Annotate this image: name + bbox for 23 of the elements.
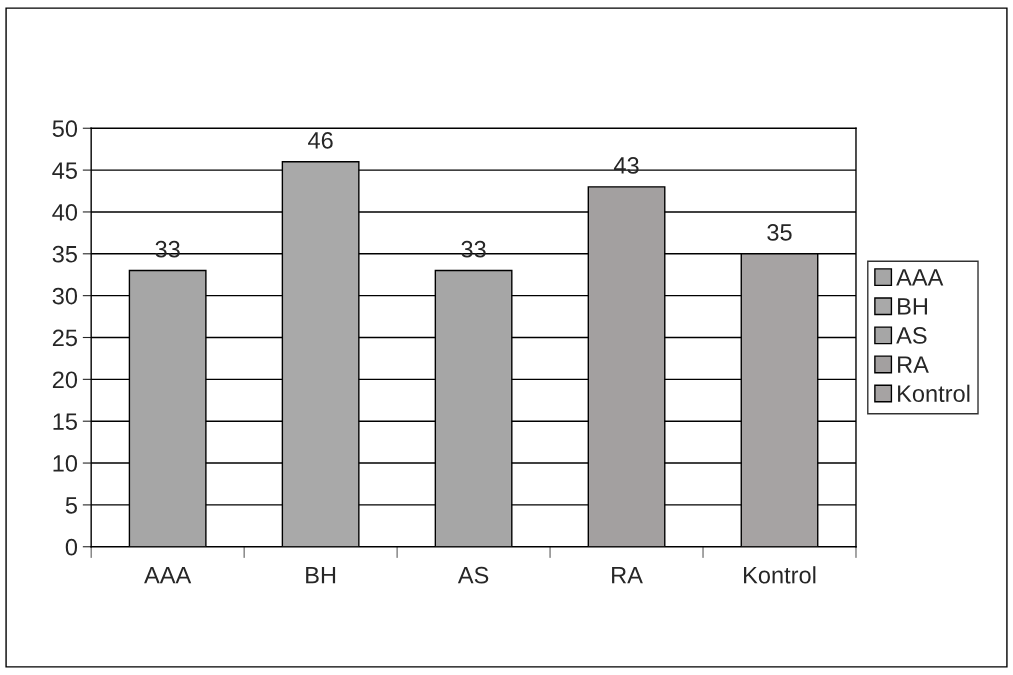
- data-label: 46: [308, 132, 333, 149]
- legend-label: AAA: [896, 269, 944, 286]
- y-tick-label: 40: [52, 204, 78, 221]
- x-tick-label: AAA: [144, 567, 192, 584]
- x-tick-label: AS: [457, 566, 489, 584]
- legend-label: Kontrol: [898, 384, 970, 403]
- legend-label: AS: [896, 327, 927, 344]
- y-tick-label: 35: [52, 245, 77, 263]
- y-tick-label: 30: [52, 287, 78, 305]
- y-tick-label: 15: [53, 413, 77, 430]
- y-tick-label: 20: [52, 371, 78, 389]
- y-tick-label: 5: [65, 497, 77, 514]
- data-label: 35: [767, 224, 792, 241]
- legend-label: BH: [898, 298, 927, 315]
- y-tick-label: 10: [53, 455, 78, 472]
- legend-label: RA: [898, 356, 929, 373]
- x-tick-label: RA: [612, 567, 643, 584]
- y-tick-label: 50: [52, 120, 78, 138]
- y-tick-label: 0: [65, 538, 78, 556]
- x-tick-label: Kontrol: [744, 566, 816, 584]
- y-tick-label: 25: [52, 329, 77, 347]
- y-tick-label: 45: [52, 162, 77, 179]
- x-tick-label: BH: [306, 567, 336, 584]
